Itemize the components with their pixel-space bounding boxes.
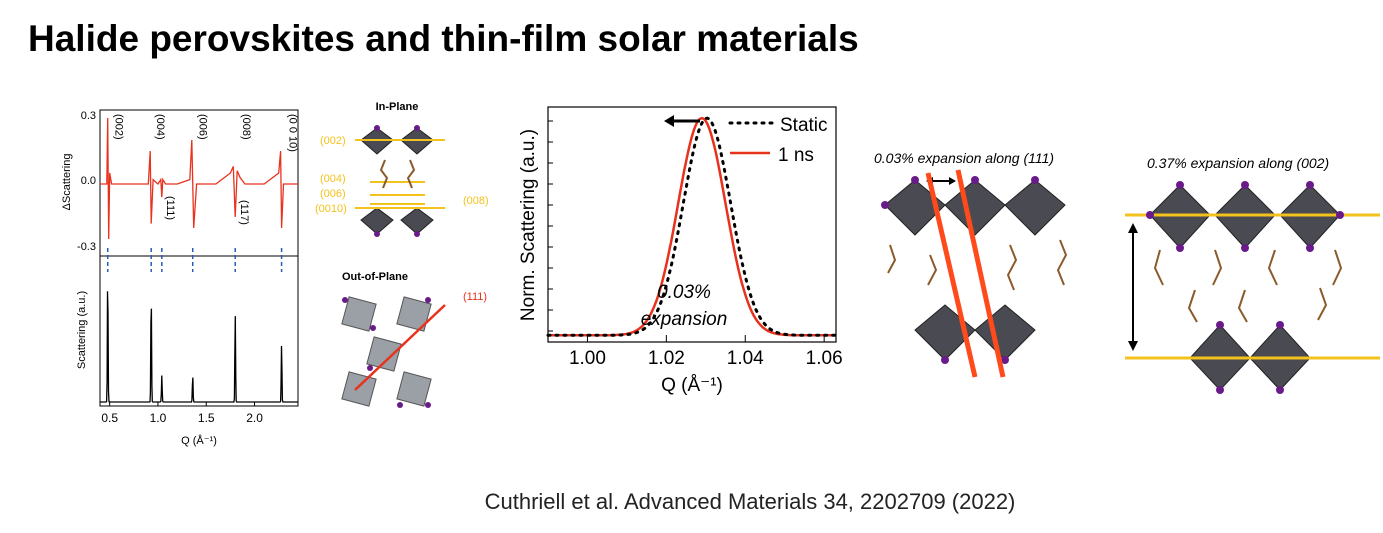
xtick-label: 1.00 (569, 348, 606, 369)
xtick-label: 1.04 (727, 348, 764, 369)
ytick-label: 0.0 (81, 175, 96, 187)
plane-label-111: (111) (463, 291, 487, 303)
plane-label-0010: (0010) (315, 203, 347, 215)
xtick-label: 0.5 (101, 411, 118, 425)
xtick-label: 1.5 (198, 411, 215, 425)
caption-002: 0.37% expansion along (002) (1147, 155, 1329, 171)
plane-label-004: (004) (320, 173, 346, 185)
citation: Cuthriell et al. Advanced Materials 34, … (484, 489, 1016, 514)
plot-frame (547, 106, 837, 343)
norm-xlabel: Q (Å⁻¹) (661, 375, 723, 396)
xtick-label: 1.0 (150, 411, 167, 425)
caption-111: 0.03% expansion along (111) (874, 150, 1054, 166)
peak-label: (0 0 10) (286, 114, 298, 152)
xtick-label: 2.0 (246, 411, 263, 425)
xtick-label: 1.02 (648, 348, 685, 369)
series-line-static (546, 116, 838, 337)
out-of-plane-structure (341, 296, 446, 408)
spacing-arrow-head-bottom (1128, 341, 1138, 351)
ytick-label: 0.3 (81, 110, 96, 122)
peak-label: (002) (113, 114, 125, 140)
expansion-002-diagram: 0.37% expansion along (002) (1125, 155, 1380, 394)
bottom-plot-frame (99, 255, 299, 407)
norm-ylabel: Norm. Scattering (a.u.) (518, 129, 539, 321)
expansion-arrow-head-right (949, 177, 956, 185)
difference-series-line (100, 117, 298, 240)
plane-label-006: (006) (320, 188, 346, 200)
peak-label: (111) (164, 196, 176, 220)
norm-scattering-chart: 1.00 1.02 1.04 1.06 Static 1 ns 0.03% expan… (518, 106, 843, 396)
in-plane-structure (355, 125, 445, 237)
structure-diagrams: In-Plane (002) (004) (006) (0010) (008) … (315, 101, 489, 408)
legend-label-1ns: 1 ns (778, 145, 814, 166)
plane-label-002: (002) (320, 135, 346, 147)
spacing-arrow-head-top (1128, 223, 1138, 233)
ytick-label: -0.3 (77, 241, 96, 253)
plane-line-1 (925, 172, 978, 378)
slide-title: Halide perovskites and thin-film solar m… (28, 18, 859, 59)
annotation-percent: 0.03% (657, 282, 711, 303)
peak-label: (008) (240, 114, 252, 140)
bottom-ylabel: Scattering (a.u.) (76, 291, 88, 369)
plane-line-2 (955, 169, 1006, 378)
top-ylabel: ΔScattering (61, 154, 73, 211)
peak-label: (004) (154, 114, 166, 140)
legend-label-static: Static (780, 115, 828, 136)
in-plane-title: In-Plane (376, 101, 419, 113)
expansion-111-diagram: 0.03% expansion along (111) (874, 150, 1068, 378)
xtick-label: 1.06 (806, 348, 843, 369)
annotation-expansion: expansion (641, 309, 728, 330)
bottom-xlabel: Q (Å⁻¹) (181, 434, 217, 447)
xrd-chart: 0.3 0.0 -0.3 ΔScattering Scattering (a.u… (61, 109, 299, 447)
shift-arrow-head (664, 115, 674, 127)
out-of-plane-title: Out-of-Plane (342, 271, 408, 283)
plane-label-008: (008) (463, 195, 489, 207)
peak-label: (117) (238, 200, 250, 225)
scattering-series-line (100, 291, 298, 403)
peak-label: (006) (197, 114, 209, 140)
